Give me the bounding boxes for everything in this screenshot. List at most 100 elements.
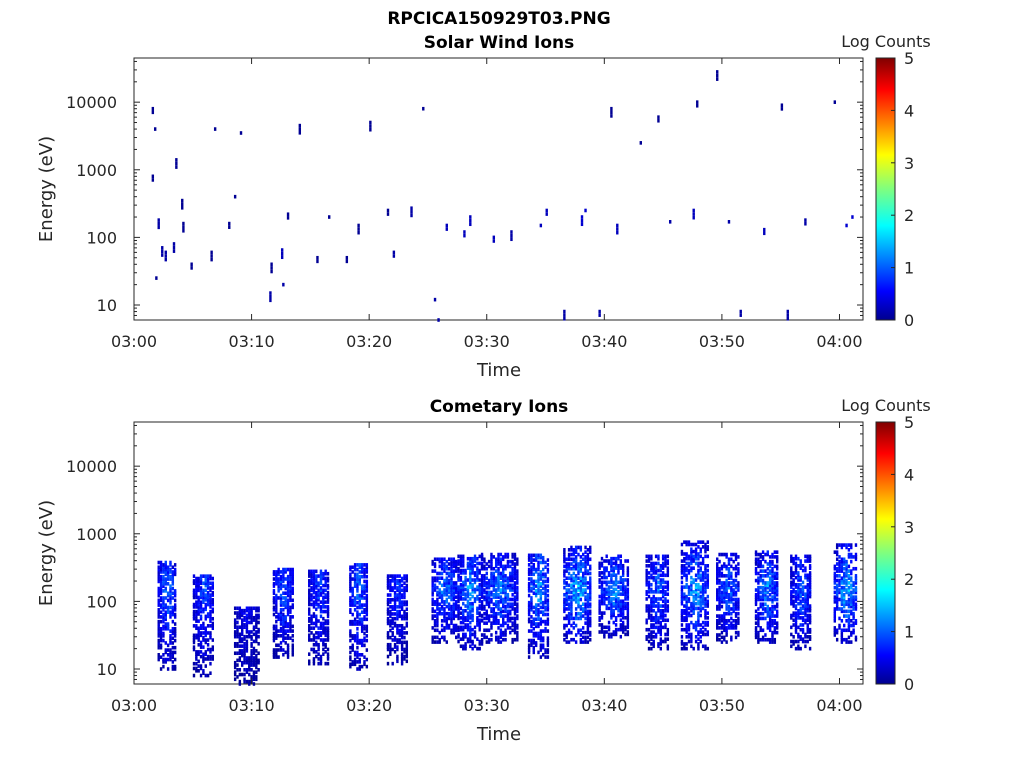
heatmap-cell [759,564,762,569]
heatmap-cell [157,610,160,615]
heatmap-cell [308,638,311,642]
heatmap-cell [792,578,795,582]
heatmap-cell [835,545,839,550]
heatmap-cell [431,626,434,630]
heatmap-cell [544,586,547,591]
heatmap-cell [734,621,738,625]
heatmap-cell [854,574,858,578]
heatmap-cell [351,662,354,667]
heatmap-cell [843,592,846,597]
heatmap-cell [502,590,505,595]
heatmap-cell [447,585,451,590]
heatmap-cell [586,604,590,609]
heatmap-cell [775,626,779,630]
heatmap-cell [195,669,198,673]
heatmap-cell [720,604,724,609]
heatmap-cell [284,591,287,596]
heatmap-cell [732,583,735,588]
heatmap-cell [600,599,604,604]
heatmap-cell [499,628,503,633]
heatmap-cell [610,632,613,637]
heatmap-cell [645,578,648,582]
heatmap-cell [286,655,290,659]
heatmap-cell [157,626,160,631]
heatmap-cell [310,647,313,652]
heatmap-cell [801,564,805,568]
heatmap-cell [532,584,535,588]
heatmap-cell [574,595,578,599]
heatmap-cell [199,586,203,590]
heatmap-cell [687,623,691,627]
heatmap-cell [690,606,693,611]
heatmap-cell [396,612,399,616]
heatmap-cell [586,595,590,599]
heatmap-cell [509,583,512,588]
heatmap-cell [683,608,686,613]
heatmap-cell [492,574,496,578]
heatmap-cell [245,625,249,630]
heatmap-cell [324,588,327,593]
heatmap-cell [204,614,207,619]
heatmap-cell [403,616,406,621]
heatmap-cell [171,667,175,671]
heatmap-cell [282,584,285,588]
heatmap-cell [850,552,853,557]
heatmap-cell [433,585,437,590]
heatmap-cell [723,574,726,578]
heatmap-cell [396,595,399,600]
heatmap-cell [275,605,278,610]
heatmap-cell [730,571,733,576]
heatmap-cell [365,582,369,586]
heatmap-cell [725,611,728,616]
heatmap-cell [506,611,510,616]
heatmap-cell [171,577,175,581]
heatmap-cell [153,127,157,131]
heatmap-cell [459,585,463,589]
heatmap-cell [284,586,287,591]
heatmap-cell [723,614,726,618]
heatmap-cell [504,609,507,614]
heatmap-cell [356,638,359,643]
heatmap-cell [159,596,163,600]
heatmap-cell [440,604,444,609]
heatmap-cell [757,578,760,583]
heatmap-cell [199,579,203,583]
heatmap-cell [565,581,568,585]
heatmap-cell [833,626,837,630]
heatmap-cell [209,600,212,604]
heatmap-cell [459,644,463,649]
heatmap-cell [775,581,779,585]
heatmap-cell [272,589,276,593]
heatmap-cell [405,654,409,659]
heatmap-cell [730,635,733,640]
heatmap-cell [847,592,851,597]
heatmap-cell [624,578,627,582]
heatmap-cell [527,603,531,607]
heatmap-cell [509,574,512,578]
heatmap-cell [391,633,394,638]
heatmap-cell [400,595,404,600]
heatmap-cell [365,605,369,610]
heatmap-cell [319,574,323,578]
heatmap-cell [389,642,392,647]
heatmap-cell [852,630,855,635]
heatmap-cell [192,666,196,671]
heatmap-cell [169,586,172,591]
heatmap-cell [664,632,667,637]
heatmap-cell [450,609,453,614]
heatmap-cell [723,626,726,630]
heatmap-cell [775,614,779,618]
heatmap-cell [840,602,844,607]
heatmap-cell [652,642,655,646]
heatmap-cell [773,640,777,644]
heatmap-cell [603,632,606,637]
heatmap-cell [771,590,774,595]
heatmap-cell [443,637,446,642]
heatmap-cell [454,623,458,628]
heatmap-cell [532,579,535,584]
heatmap-cell [607,589,611,594]
heatmap-cell [277,581,280,586]
heatmap-cell [690,542,693,547]
heatmap-cell [659,646,662,651]
heatmap-cell [393,600,397,604]
